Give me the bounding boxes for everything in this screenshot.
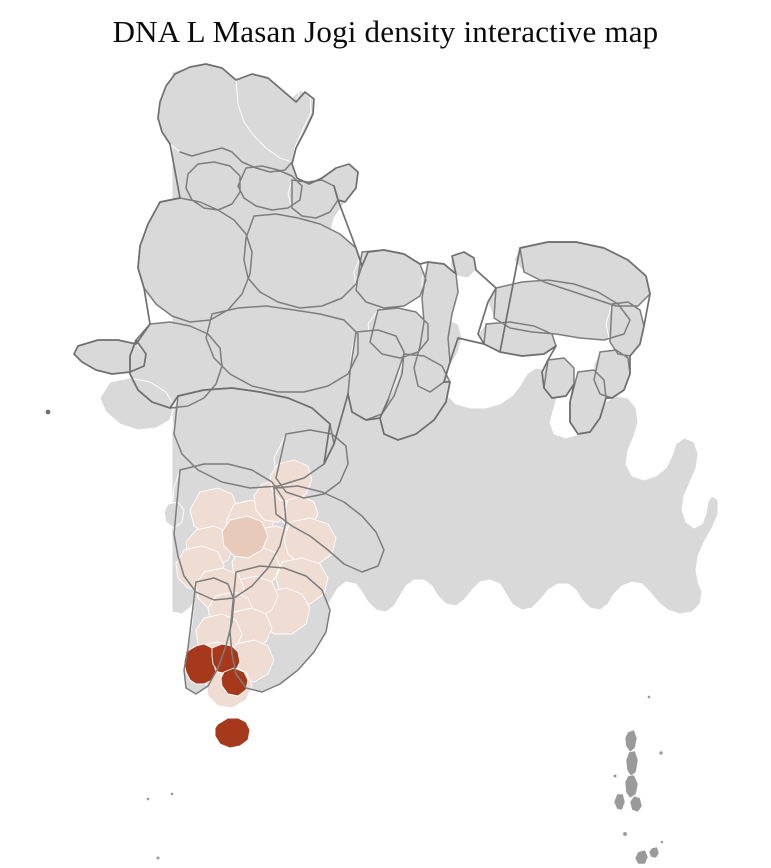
little-andaman (613, 793, 626, 811)
country-outline-layer (73, 63, 651, 465)
nicobar-islet-2 (660, 840, 664, 844)
highlight-medium-group[interactable] (221, 515, 269, 559)
district-mahbubnagar (283, 517, 337, 565)
lakshadweep-islet-2 (170, 792, 174, 796)
diu-islet (45, 409, 51, 415)
map-svg[interactable] (0, 52, 771, 868)
region-goa (163, 501, 185, 529)
andaman-island-tip (629, 795, 643, 813)
district-chitradurga (214, 717, 251, 749)
islands-layer (45, 409, 664, 865)
nicobar-small (648, 846, 660, 859)
india-country-border (73, 63, 651, 465)
andaman-island-middle (625, 750, 639, 777)
district-bijapur (221, 515, 269, 559)
andaman-island-south (624, 774, 639, 799)
district-gadag (220, 667, 249, 697)
andaman-islet-3 (612, 773, 618, 779)
map-regions-layer[interactable] (73, 63, 651, 749)
india-choropleth-map[interactable] (0, 52, 771, 868)
lakshadweep-islet-3 (155, 855, 161, 861)
andaman-island-north (624, 729, 638, 753)
region-saurashtra (99, 377, 175, 431)
page-title: DNA L Masan Jogi density interactive map (112, 14, 659, 49)
district-belgaum (183, 643, 217, 685)
nicobar-great (634, 849, 649, 865)
lakshadweep-islet-1 (146, 797, 150, 801)
andaman-islet-1 (647, 695, 651, 699)
andaman-islet-2 (658, 750, 664, 756)
nicobar-islet-1 (622, 831, 628, 837)
